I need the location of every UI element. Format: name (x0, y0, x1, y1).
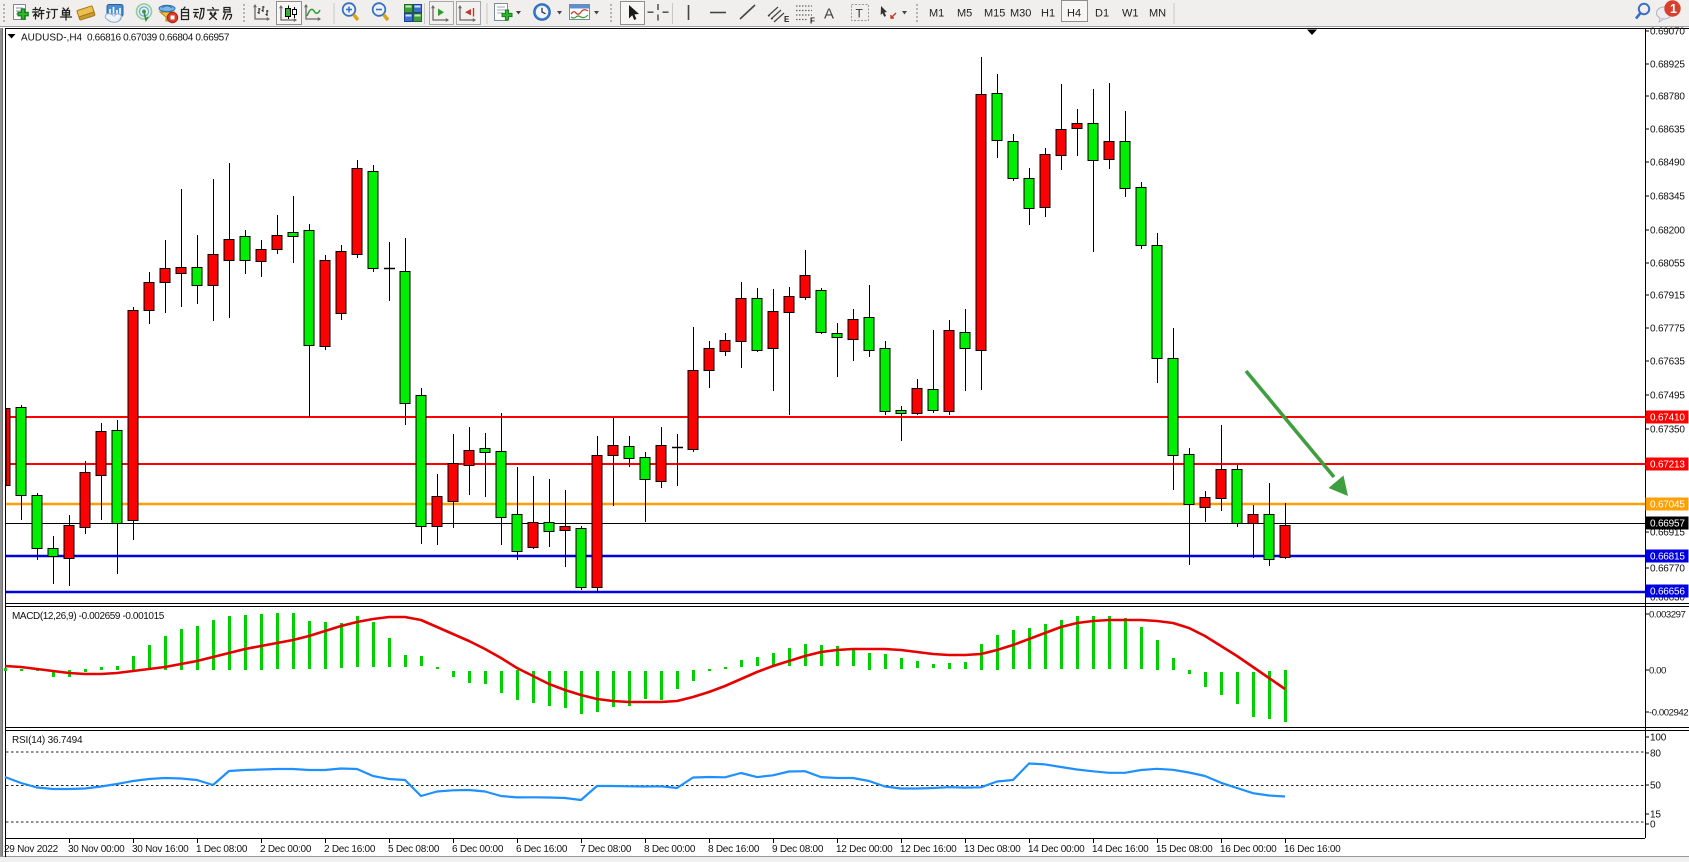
svg-text:0.68200: 0.68200 (1650, 226, 1685, 237)
svg-text:0.68925: 0.68925 (1650, 60, 1685, 71)
svg-text:H4: H4 (1067, 8, 1081, 20)
svg-text:50: 50 (1650, 781, 1661, 792)
svg-text:16 Dec 00:00: 16 Dec 00:00 (1220, 844, 1277, 855)
svg-text:H1: H1 (1041, 8, 1055, 20)
svg-text:30 Nov 16:00: 30 Nov 16:00 (132, 844, 189, 855)
svg-text:1: 1 (1670, 2, 1677, 16)
svg-text:16 Dec 16:00: 16 Dec 16:00 (1284, 844, 1341, 855)
svg-text:W1: W1 (1122, 8, 1139, 20)
svg-text:15 Dec 08:00: 15 Dec 08:00 (1156, 844, 1213, 855)
svg-text:RSI(14) 36.7494: RSI(14) 36.7494 (12, 735, 83, 746)
svg-text:12 Dec 00:00: 12 Dec 00:00 (836, 844, 893, 855)
svg-text:0.00: 0.00 (1649, 666, 1666, 677)
svg-text:12 Dec 16:00: 12 Dec 16:00 (900, 844, 957, 855)
svg-text:0.67410: 0.67410 (1650, 413, 1685, 424)
svg-text:A: A (824, 6, 834, 23)
svg-text:0.68490: 0.68490 (1650, 158, 1685, 169)
svg-text:30 Nov 00:00: 30 Nov 00:00 (68, 844, 125, 855)
svg-text:14 Dec 00:00: 14 Dec 00:00 (1028, 844, 1085, 855)
svg-text:0.66656: 0.66656 (1650, 587, 1685, 598)
svg-text:0.67915: 0.67915 (1650, 291, 1685, 302)
svg-text:M15: M15 (984, 8, 1005, 20)
svg-text:2 Dec 16:00: 2 Dec 16:00 (324, 844, 376, 855)
svg-text:F: F (810, 17, 815, 26)
svg-text:5 Dec 08:00: 5 Dec 08:00 (388, 844, 440, 855)
svg-text:6 Dec 16:00: 6 Dec 16:00 (516, 844, 568, 855)
svg-text:0.68345: 0.68345 (1650, 192, 1685, 203)
svg-text:M1: M1 (929, 8, 944, 20)
svg-text:7 Dec 08:00: 7 Dec 08:00 (580, 844, 632, 855)
svg-text:0.68635: 0.68635 (1650, 125, 1685, 136)
svg-text:MACD(12,26,9) -0.002659 -0.001: MACD(12,26,9) -0.002659 -0.001015 (12, 611, 165, 622)
svg-text:29 Nov 2022: 29 Nov 2022 (4, 844, 59, 855)
svg-text:0.66816 0.67039 0.66804 0.6695: 0.66816 0.67039 0.66804 0.66957 (87, 33, 230, 44)
svg-text:8 Dec 00:00: 8 Dec 00:00 (644, 844, 696, 855)
svg-text:M30: M30 (1010, 8, 1031, 20)
svg-text:14 Dec 16:00: 14 Dec 16:00 (1092, 844, 1149, 855)
svg-text:6 Dec 00:00: 6 Dec 00:00 (452, 844, 504, 855)
svg-text:M5: M5 (957, 8, 972, 20)
svg-text:D1: D1 (1095, 8, 1109, 20)
svg-text:0.003297: 0.003297 (1649, 610, 1686, 621)
svg-text:0.68780: 0.68780 (1650, 92, 1685, 103)
svg-text:100: 100 (1650, 733, 1667, 744)
svg-text:0.67045: 0.67045 (1650, 500, 1685, 511)
svg-text:0.66770: 0.66770 (1650, 564, 1685, 575)
svg-text:0.66815: 0.66815 (1650, 552, 1685, 563)
svg-text:0.69070: 0.69070 (1650, 27, 1685, 38)
svg-text:0.67495: 0.67495 (1650, 391, 1685, 402)
svg-text:0.67213: 0.67213 (1650, 460, 1685, 471)
svg-text:1 Dec 08:00: 1 Dec 08:00 (196, 844, 248, 855)
svg-text:AUDUSD-,H4: AUDUSD-,H4 (21, 33, 83, 44)
svg-text:0.66957: 0.66957 (1650, 519, 1685, 530)
svg-text:2 Dec 00:00: 2 Dec 00:00 (260, 844, 312, 855)
svg-text:E: E (784, 15, 790, 24)
svg-text:MN: MN (1149, 8, 1166, 20)
svg-text:0: 0 (1650, 820, 1656, 831)
svg-text:0.67775: 0.67775 (1650, 324, 1685, 335)
svg-text:T: T (856, 7, 864, 21)
svg-text:13 Dec 08:00: 13 Dec 08:00 (964, 844, 1021, 855)
svg-text:0.67350: 0.67350 (1650, 425, 1685, 436)
svg-text:0.68055: 0.68055 (1650, 259, 1685, 270)
svg-text:0.67635: 0.67635 (1650, 357, 1685, 368)
svg-text:9 Dec 08:00: 9 Dec 08:00 (772, 844, 824, 855)
svg-text:-0.002942: -0.002942 (1649, 708, 1688, 719)
svg-text:15: 15 (1650, 810, 1661, 821)
svg-text:0.66630: 0.66630 (1650, 593, 1685, 604)
svg-text:8 Dec 16:00: 8 Dec 16:00 (708, 844, 760, 855)
svg-text:0.66915: 0.66915 (1650, 528, 1685, 539)
svg-text:80: 80 (1650, 749, 1661, 760)
